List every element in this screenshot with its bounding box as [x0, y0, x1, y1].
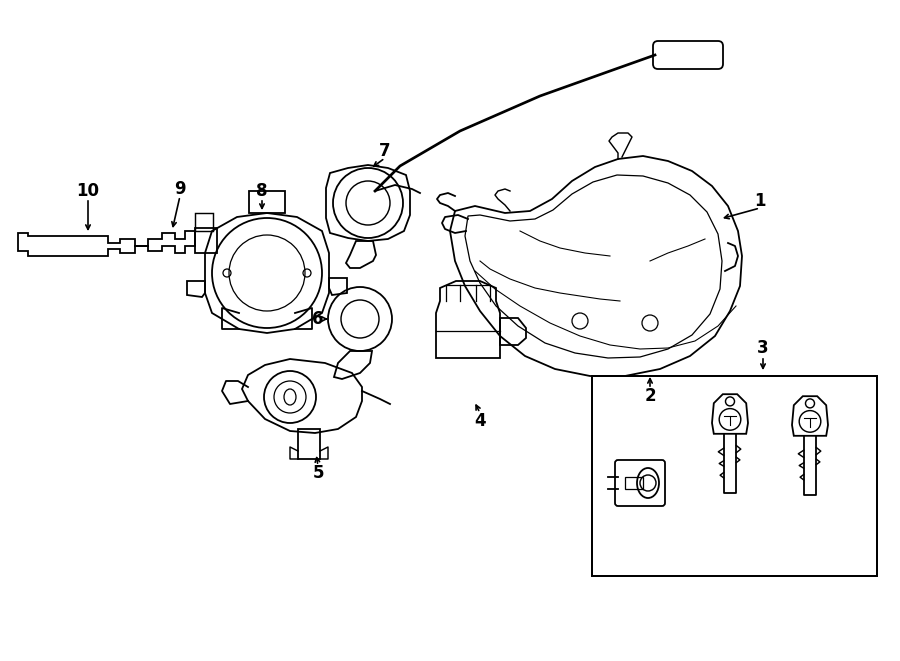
Text: 4: 4 [474, 412, 486, 430]
Bar [625, 477, 643, 489]
Text: 9: 9 [175, 180, 185, 198]
Text: 5: 5 [312, 464, 324, 482]
Bar [249, 191, 285, 213]
Bar [298, 429, 320, 459]
Text: 1: 1 [754, 192, 766, 210]
Bar [195, 213, 213, 231]
Text: 2: 2 [644, 387, 656, 405]
Bar [592, 376, 877, 576]
Text: 8: 8 [256, 182, 268, 200]
Text: 3: 3 [757, 339, 769, 357]
Text: 10: 10 [76, 182, 100, 200]
Text: 7: 7 [379, 142, 391, 160]
Bar [195, 228, 217, 253]
Text: 6: 6 [312, 310, 324, 328]
